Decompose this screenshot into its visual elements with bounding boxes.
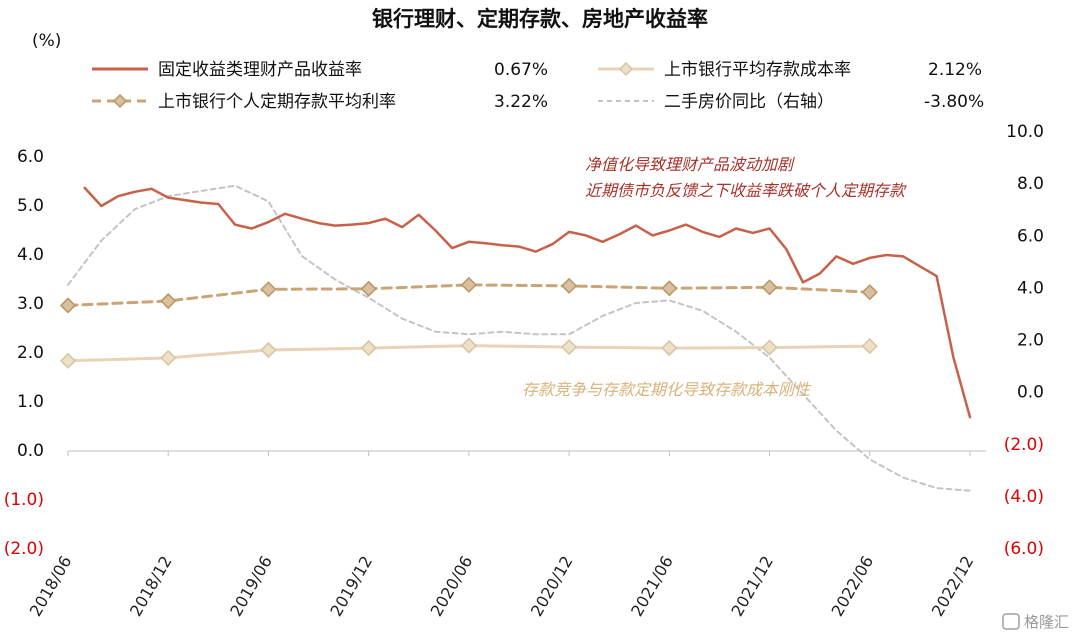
x-axis: 2018/06 2018/12 2019/06 2019/12 2020/06 2020/…	[26, 451, 978, 620]
right-axis-tick-label: 8.0	[1017, 174, 1044, 194]
left-axis-tick-label: 4.0	[17, 245, 44, 265]
left-axis-tick-label: 1.0	[17, 392, 44, 412]
x-axis-tick-label: 2019/06	[226, 553, 276, 620]
left-axis-tick-label: (1.0)	[4, 490, 44, 510]
data-point-time-deposit-rate	[360, 280, 377, 297]
x-axis-tick-label: 2022/06	[828, 553, 878, 620]
data-point-time-deposit-rate	[460, 276, 477, 293]
data-point-time-deposit-rate	[59, 297, 77, 314]
chart-title: 银行理财、定期存款、房地产收益率	[372, 7, 708, 31]
data-point-time-deposit-rate	[861, 284, 878, 301]
right-axis-tick-label: 0.0	[1017, 383, 1044, 403]
x-axis-tick-label: 2018/06	[26, 553, 76, 620]
data-point-deposit-cost	[861, 338, 878, 355]
right-axis-tick-label: 6.0	[1017, 226, 1044, 246]
data-point-deposit-cost	[561, 339, 578, 356]
right-axis-tick-label: (2.0)	[1004, 435, 1044, 455]
y-axis-unit-label: (%)	[32, 31, 61, 51]
left-axis-tick-label: 3.0	[17, 294, 44, 314]
x-axis-tick-label: 2020/06	[427, 553, 477, 620]
data-point-time-deposit-rate	[260, 281, 277, 298]
left-axis-tick-label: 5.0	[17, 196, 44, 216]
right-axis: 10.0 8.0 6.0 4.0 2.0 0.0 (2.0) (4.0) (6.0)	[1004, 122, 1044, 559]
left-axis-tick-label: (2.0)	[4, 539, 44, 559]
left-axis-tick-label: 6.0	[17, 147, 44, 167]
legend-value-time-deposit-rate: 3.22%	[494, 92, 548, 112]
x-axis-tick-label: 2021/06	[627, 553, 677, 620]
data-point-time-deposit-rate	[661, 280, 678, 297]
watermark: 格隆汇	[1002, 613, 1069, 631]
data-point-deposit-cost	[360, 340, 377, 357]
series-line-time-deposit-rate	[66, 283, 872, 307]
x-axis-tick-label: 2018/12	[126, 553, 176, 620]
right-axis-tick-label: 10.0	[1006, 122, 1044, 142]
legend-marker-deposit-cost	[618, 61, 634, 77]
data-point-time-deposit-rate	[761, 279, 778, 296]
watermark-text: 格隆汇	[1024, 613, 1069, 631]
right-axis-tick-label: 4.0	[1017, 278, 1044, 298]
legend-value-house-price: -3.80%	[924, 92, 984, 112]
legend-marker-time-deposit-rate	[112, 93, 128, 109]
data-point-time-deposit-rate	[160, 292, 177, 310]
legend-label-house-price: 二手房价同比（右轴）	[664, 92, 834, 112]
legend: 固定收益类理财产品收益率 0.67% 上市银行平均存款成本率 2.12% 上市银…	[92, 60, 984, 112]
x-axis-tick-label: 2019/12	[326, 553, 376, 620]
legend-label-time-deposit-rate: 上市银行个人定期存款平均利率	[158, 92, 396, 112]
annotation-deposit-rigidity: 存款竞争与存款定期化导致存款成本刚性	[522, 380, 812, 399]
data-point-deposit-cost	[761, 339, 778, 356]
x-axis-tick-label: 2021/12	[727, 553, 777, 620]
data-point-deposit-cost	[661, 340, 678, 357]
legend-label-wealth-yield: 固定收益类理财产品收益率	[158, 60, 362, 80]
data-point-deposit-cost	[59, 352, 77, 369]
series-line-house-price	[67, 184, 971, 492]
watermark-logo-icon	[1002, 613, 1020, 630]
right-axis-tick-label: (6.0)	[1004, 539, 1044, 559]
annotation-volatility: 净值化导致理财产品波动加剧	[585, 155, 795, 174]
annotation-below-deposit: 近期债市负反馈之下收益率跌破个人定期存款	[585, 181, 907, 200]
right-axis-tick-label: 2.0	[1017, 331, 1044, 351]
left-axis: 6.0 5.0 4.0 3.0 2.0 1.0 0.0 (1.0) (2.0)	[4, 147, 44, 559]
legend-value-wealth-yield: 0.67%	[494, 60, 548, 80]
data-point-deposit-cost	[460, 337, 477, 354]
legend-value-deposit-cost: 2.12%	[928, 60, 982, 80]
x-axis-tick-label: 2020/12	[527, 553, 577, 620]
x-axis-tick-label: 2022/12	[928, 553, 978, 620]
right-axis-tick-label: (4.0)	[1004, 487, 1044, 507]
series-layer	[59, 184, 972, 492]
data-point-deposit-cost	[160, 349, 177, 366]
data-point-deposit-cost	[260, 341, 277, 359]
legend-label-deposit-cost: 上市银行平均存款成本率	[664, 60, 851, 80]
left-axis-tick-label: 0.0	[17, 441, 44, 461]
data-point-time-deposit-rate	[561, 277, 578, 294]
series-line-wealth-yield	[83, 186, 972, 419]
left-axis-tick-label: 2.0	[17, 343, 44, 363]
